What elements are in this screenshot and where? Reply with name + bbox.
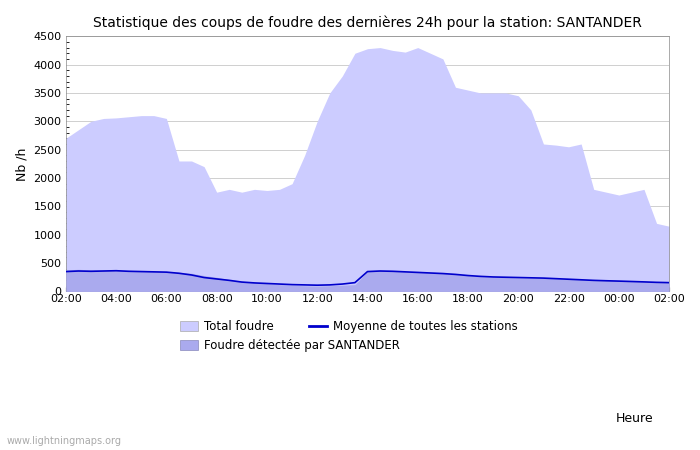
- Text: www.lightningmaps.org: www.lightningmaps.org: [7, 436, 122, 446]
- Title: Statistique des coups de foudre des dernières 24h pour la station: SANTANDER: Statistique des coups de foudre des dern…: [93, 15, 642, 30]
- Y-axis label: Nb /h: Nb /h: [15, 147, 28, 180]
- Legend: Foudre détectée par SANTANDER: Foudre détectée par SANTANDER: [181, 339, 400, 352]
- Text: Heure: Heure: [616, 412, 654, 425]
